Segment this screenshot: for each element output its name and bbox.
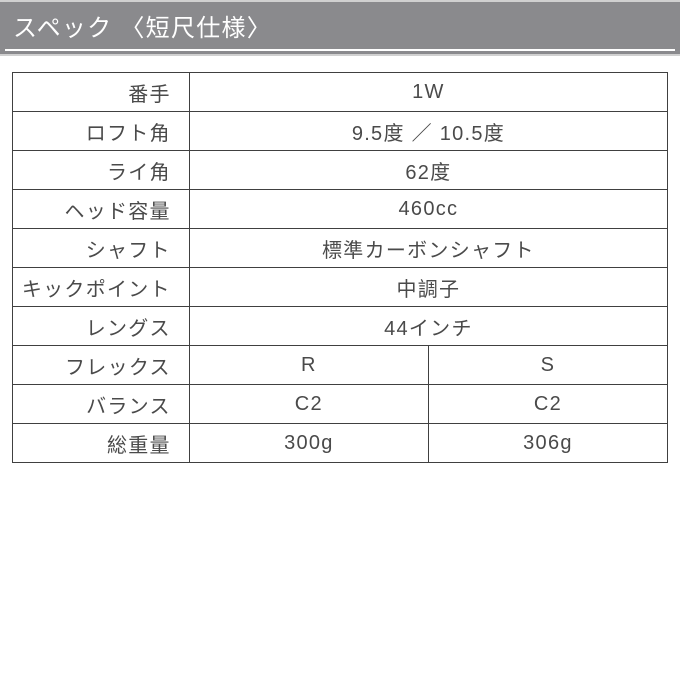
table-row: シャフト 標準カーボンシャフト [13, 229, 668, 268]
spec-title-bar: スペック 〈短尺仕様〉 [0, 0, 680, 56]
row-value: 460cc [189, 190, 667, 229]
row-value: 1W [189, 73, 667, 112]
row-value: 62度 [189, 151, 667, 190]
row-label: シャフト [13, 229, 190, 268]
row-label: バランス [13, 385, 190, 424]
table-row: ヘッド容量 460cc [13, 190, 668, 229]
row-label: 総重量 [13, 424, 190, 463]
table-row-split: 総重量 300g 306g [13, 424, 668, 463]
row-value: 9.5度 ／ 10.5度 [189, 112, 667, 151]
spec-title: スペック 〈短尺仕様〉 [5, 7, 675, 51]
table-row: レングス 44インチ [13, 307, 668, 346]
table-row: 番手 1W [13, 73, 668, 112]
table-row: キックポイント 中調子 [13, 268, 668, 307]
row-value: 44インチ [189, 307, 667, 346]
table-row-split: バランス C2 C2 [13, 385, 668, 424]
row-label: 番手 [13, 73, 190, 112]
row-label: レングス [13, 307, 190, 346]
spacer [0, 463, 680, 680]
row-value-right: S [428, 346, 667, 385]
row-value-right: 306g [428, 424, 667, 463]
row-value-left: R [189, 346, 428, 385]
table-row: ロフト角 9.5度 ／ 10.5度 [13, 112, 668, 151]
spec-table-body: 番手 1W ロフト角 9.5度 ／ 10.5度 ライ角 62度 ヘッド容量 46… [13, 73, 668, 463]
row-value-left: C2 [189, 385, 428, 424]
spec-table-wrap: 番手 1W ロフト角 9.5度 ／ 10.5度 ライ角 62度 ヘッド容量 46… [0, 56, 680, 463]
row-label: ロフト角 [13, 112, 190, 151]
row-label: ヘッド容量 [13, 190, 190, 229]
table-row: ライ角 62度 [13, 151, 668, 190]
row-label: ライ角 [13, 151, 190, 190]
row-value: 中調子 [189, 268, 667, 307]
table-row-split: フレックス R S [13, 346, 668, 385]
spec-table: 番手 1W ロフト角 9.5度 ／ 10.5度 ライ角 62度 ヘッド容量 46… [12, 72, 668, 463]
row-label: フレックス [13, 346, 190, 385]
row-value-left: 300g [189, 424, 428, 463]
row-label: キックポイント [13, 268, 190, 307]
row-value-right: C2 [428, 385, 667, 424]
row-value: 標準カーボンシャフト [189, 229, 667, 268]
